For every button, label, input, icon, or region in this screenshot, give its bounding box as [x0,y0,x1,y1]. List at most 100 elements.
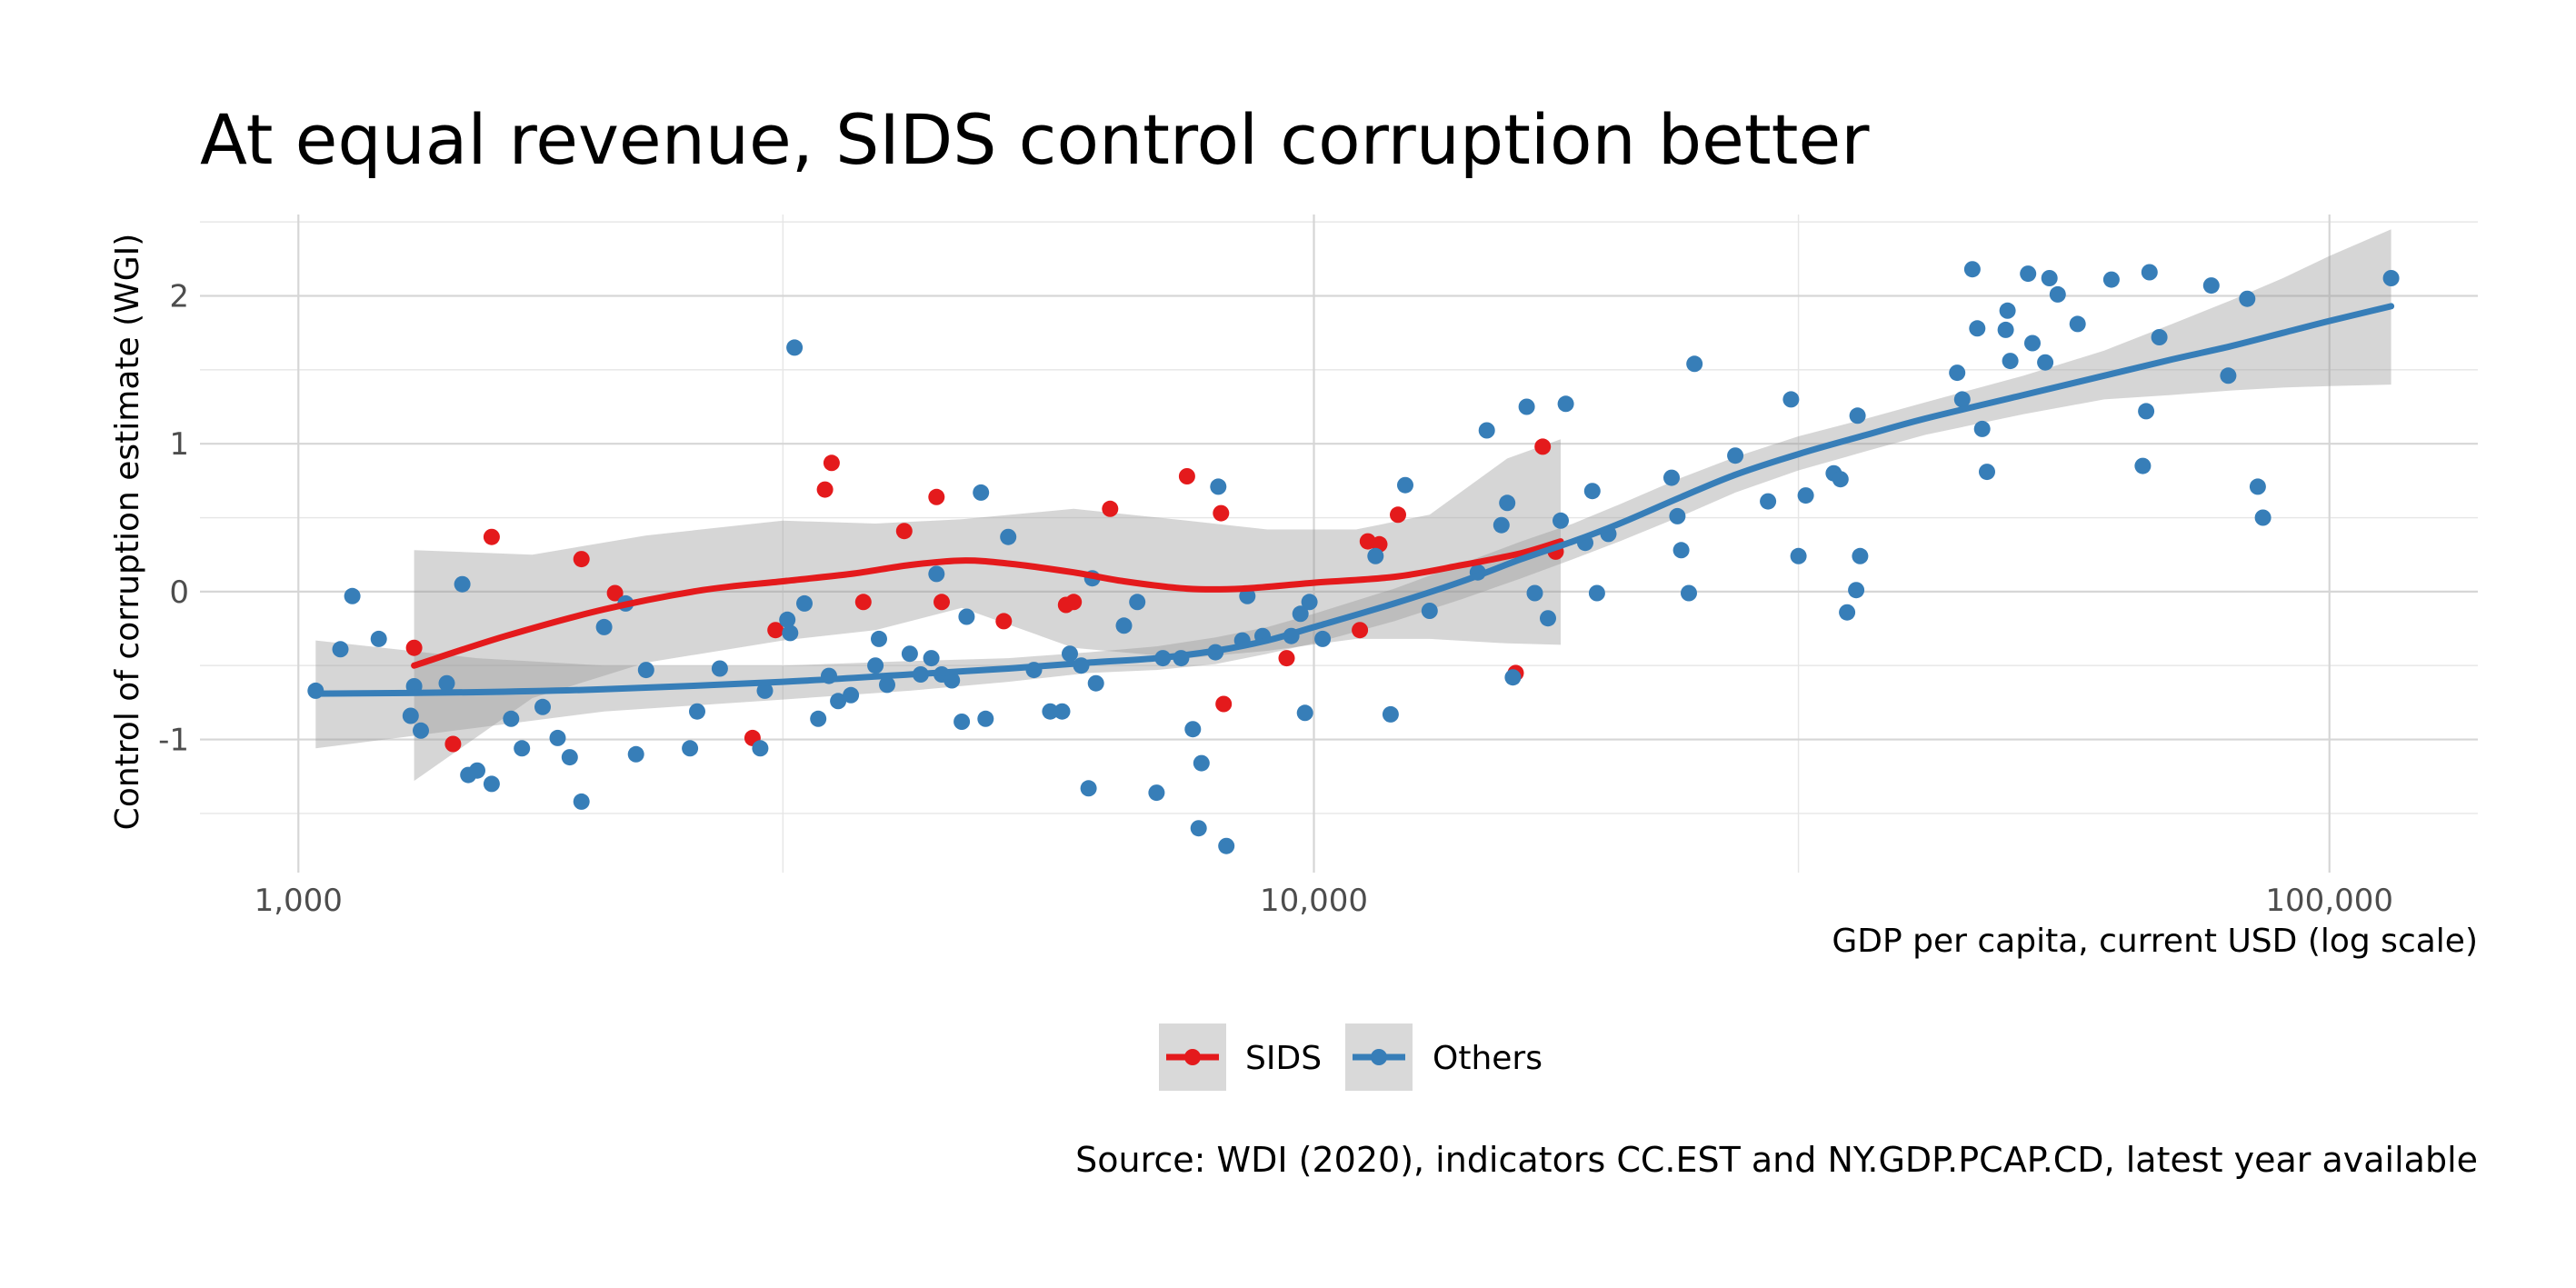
data-point-others [1397,476,1413,494]
data-point-others [1979,464,1995,481]
data-point-others [1727,447,1744,464]
data-point-others [779,611,796,628]
data-point-others [2002,353,2019,370]
x-tick-label: 100,000 [2265,883,2393,919]
data-point-others [1997,321,2014,338]
data-point-others [973,484,990,501]
data-point-others [2069,315,2086,333]
data-point-others [1292,605,1309,623]
data-point-others [1115,617,1133,634]
data-point-others [1314,630,1332,647]
grid [200,215,2478,873]
y-tick-label: 1 [169,426,189,463]
data-point-others [2220,367,2237,384]
y-tick-label: 2 [169,278,189,315]
data-point-others [1518,398,1535,415]
trend-line-sids [411,538,1564,669]
data-point-others [752,740,769,757]
confidence-band-sids [414,439,1562,782]
data-point-others [2041,270,2058,286]
data-point-others [1969,320,1986,337]
data-point-others [514,740,531,757]
data-point-others [928,565,945,583]
data-point-others [1296,704,1313,722]
data-point-others [2151,329,2168,345]
data-point-others [1421,603,1438,619]
data-point-others [483,775,500,793]
data-point-others [1080,780,1097,797]
data-point-others [1493,516,1510,534]
data-point-sids [816,481,834,498]
data-point-others [413,722,429,739]
data-point-others [830,693,847,710]
data-point-others [2202,277,2220,295]
data-point-others [2239,290,2256,307]
data-point-others [2134,457,2152,474]
data-point-others [1681,584,1697,602]
legend-label-sids: SIDS [1245,1040,1322,1077]
data-point-others [1504,669,1522,686]
data-point-others [1218,837,1235,854]
data-point-others [756,682,774,699]
data-point-others [1526,584,1543,602]
data-point-others [1042,703,1059,720]
data-point-sids [928,488,945,505]
y-axis-label: Control of corruption estimate (WGI) [109,234,146,831]
data-point-others [1301,594,1318,611]
data-point-sids [1178,468,1195,484]
data-point-others [1999,302,2016,319]
data-point-others [923,650,940,667]
data-point-others [689,703,705,720]
data-point-others [1062,645,1078,663]
data-point-others [2249,478,2266,495]
data-point-others [786,339,804,356]
data-point-sids [444,735,462,753]
data-point-others [867,657,884,674]
data-point-others [1239,587,1256,604]
data-point-others [1782,391,1800,408]
data-point-others [1852,547,1869,564]
data-point-others [469,762,485,779]
data-point-sids [483,528,500,545]
data-point-sids [895,523,913,540]
data-point-others [1367,547,1384,564]
data-point-others [1963,261,1981,278]
data-point-others [1953,391,1971,408]
confidence-bands [315,229,2391,782]
data-point-others [1849,407,1866,424]
trend-lines [312,303,2395,697]
data-point-sids [606,584,624,602]
data-point-others [561,749,578,766]
source-caption: Source: WDI (2020), indicators CC.EST an… [1075,1140,2478,1180]
data-point-sids [1534,438,1552,455]
x-tick-label: 1,000 [255,883,343,919]
chart-title: At equal revenue, SIDS control corruptio… [200,99,1870,180]
data-point-others [958,608,975,625]
data-point-others [1000,528,1017,545]
data-point-sids [854,594,872,611]
data-point-others [2037,354,2054,371]
y-axis-ticks: -1 0 1 2 [158,278,189,758]
data-point-others [2138,403,2155,420]
data-point-others [1148,784,1165,802]
legend-marker-others [1371,1049,1387,1065]
data-point-sids [995,613,1013,630]
data-point-others [549,729,566,746]
data-point-others [2024,334,2041,352]
data-point-others [1848,582,1865,599]
x-axis-ticks: 1,000 10,000 100,000 [255,883,2393,919]
data-point-others [627,745,644,763]
legend: SIDS Others [1159,1023,1543,1091]
data-point-others [2141,264,2158,281]
data-point-sids [1065,594,1083,611]
data-point-others [332,641,349,658]
x-axis-label: GDP per capita, current USD (log scale) [1832,923,2478,960]
data-point-others [573,793,590,810]
data-point-others [344,587,361,604]
data-point-others [1210,478,1227,495]
data-point-sids [405,639,423,656]
data-point-sids [1213,504,1230,522]
data-point-others [1478,422,1495,439]
data-point-others [1540,610,1556,627]
